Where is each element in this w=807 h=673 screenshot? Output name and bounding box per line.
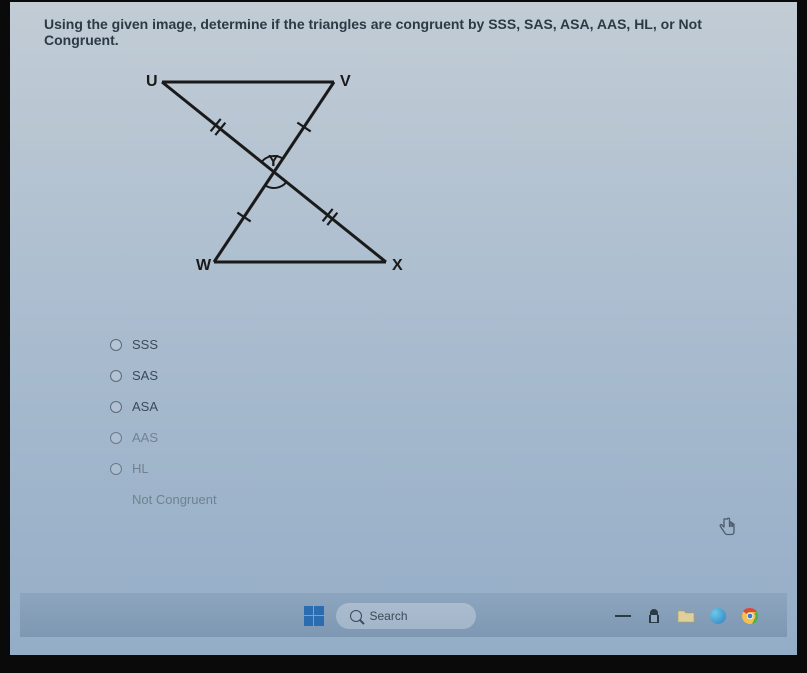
radio-icon[interactable] [110,401,122,413]
svg-text:X: X [392,257,403,274]
search-placeholder: Search [370,609,408,623]
chrome-icon[interactable] [741,607,759,625]
search-icon [350,610,362,622]
option-label: HL [132,461,149,476]
radio-icon [110,494,122,506]
tray-separator [615,615,631,617]
option-sss[interactable]: SSS [110,337,763,352]
hand-cursor-icon [717,515,737,545]
svg-text:W: W [196,257,212,274]
option-label: SSS [132,337,158,352]
quiz-content: Using the given image, determine if the … [10,2,797,507]
svg-text:Y: Y [268,153,279,170]
option-asa[interactable]: ASA [110,399,763,414]
answer-options: SSS SAS ASA AAS HL Not Congruent [110,337,763,507]
option-aas[interactable]: AAS [110,430,763,445]
option-not-congruent[interactable]: Not Congruent [110,492,763,507]
lock-icon[interactable] [645,607,663,625]
option-label: Not Congruent [132,492,217,507]
triangle-diagram: U V W X Y [144,62,763,307]
folder-icon[interactable] [677,607,695,625]
option-label: ASA [132,399,158,414]
screen-frame: Using the given image, determine if the … [0,0,807,673]
option-label: AAS [132,430,158,445]
taskbar-search[interactable]: Search [336,603,476,629]
svg-text:V: V [340,73,351,90]
radio-icon[interactable] [110,463,122,475]
option-hl[interactable]: HL [110,461,763,476]
option-sas[interactable]: SAS [110,368,763,383]
radio-icon[interactable] [110,370,122,382]
option-label: SAS [132,368,158,383]
edge-icon[interactable] [709,607,727,625]
start-button[interactable] [304,606,324,626]
svg-text:U: U [146,73,158,90]
question-text: Using the given image, determine if the … [44,16,763,48]
radio-icon[interactable] [110,339,122,351]
radio-icon[interactable] [110,432,122,444]
windows-taskbar[interactable]: Search [20,593,787,637]
